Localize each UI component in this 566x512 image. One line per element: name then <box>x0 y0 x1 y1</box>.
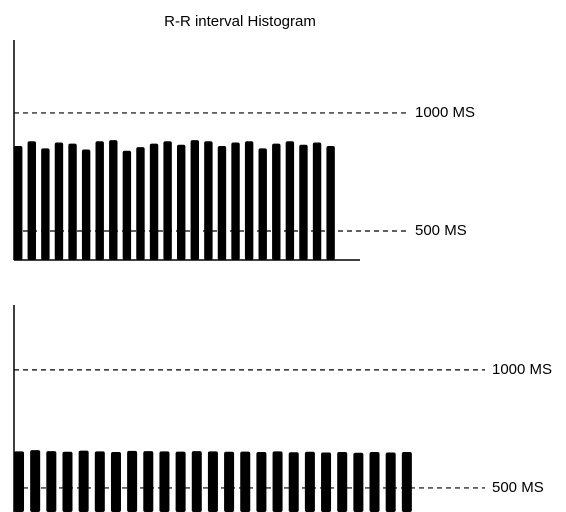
bar <box>385 452 396 512</box>
bar <box>231 142 240 260</box>
y-tick-label: 500 MS <box>492 479 544 496</box>
bar <box>136 147 145 260</box>
bar <box>288 452 299 512</box>
y-tick-label: 1000 MS <box>415 104 475 121</box>
bar <box>207 451 218 512</box>
bar <box>62 451 73 512</box>
bar <box>30 450 41 512</box>
bar <box>149 143 159 260</box>
bar <box>312 142 322 260</box>
bar <box>244 141 254 260</box>
bar <box>54 142 64 260</box>
bar <box>272 451 283 512</box>
bar <box>256 452 267 512</box>
bar <box>122 150 132 260</box>
bar <box>304 451 315 512</box>
bar <box>46 451 57 512</box>
bar <box>224 451 235 512</box>
bar <box>81 149 91 260</box>
bar <box>41 148 50 260</box>
bar <box>326 145 335 260</box>
bar <box>191 451 202 512</box>
bar <box>190 140 200 260</box>
bar <box>163 141 172 260</box>
bar <box>109 140 118 260</box>
y-tick-label: 1000 MS <box>492 361 552 378</box>
y-tick-label: 500 MS <box>415 222 467 239</box>
bar <box>68 143 77 260</box>
bar <box>204 141 213 260</box>
bar <box>353 452 364 512</box>
bar <box>27 141 37 260</box>
bar <box>272 143 281 260</box>
bar <box>14 145 23 260</box>
bar <box>217 145 227 260</box>
bar <box>14 451 25 512</box>
bar <box>175 451 186 512</box>
bar <box>143 451 154 512</box>
chart-title: R-R interval Histogram <box>164 13 316 30</box>
bar <box>95 141 104 260</box>
bar <box>299 144 308 260</box>
bar <box>127 450 138 512</box>
bar <box>94 451 105 512</box>
bar <box>337 452 348 512</box>
bar <box>78 450 89 512</box>
bar <box>240 451 251 512</box>
bar <box>285 141 295 260</box>
bar <box>401 452 412 512</box>
bar <box>369 452 380 512</box>
bar <box>321 452 332 512</box>
bar <box>177 144 186 260</box>
bar <box>258 148 267 260</box>
bar <box>110 452 121 512</box>
bar <box>159 451 170 512</box>
